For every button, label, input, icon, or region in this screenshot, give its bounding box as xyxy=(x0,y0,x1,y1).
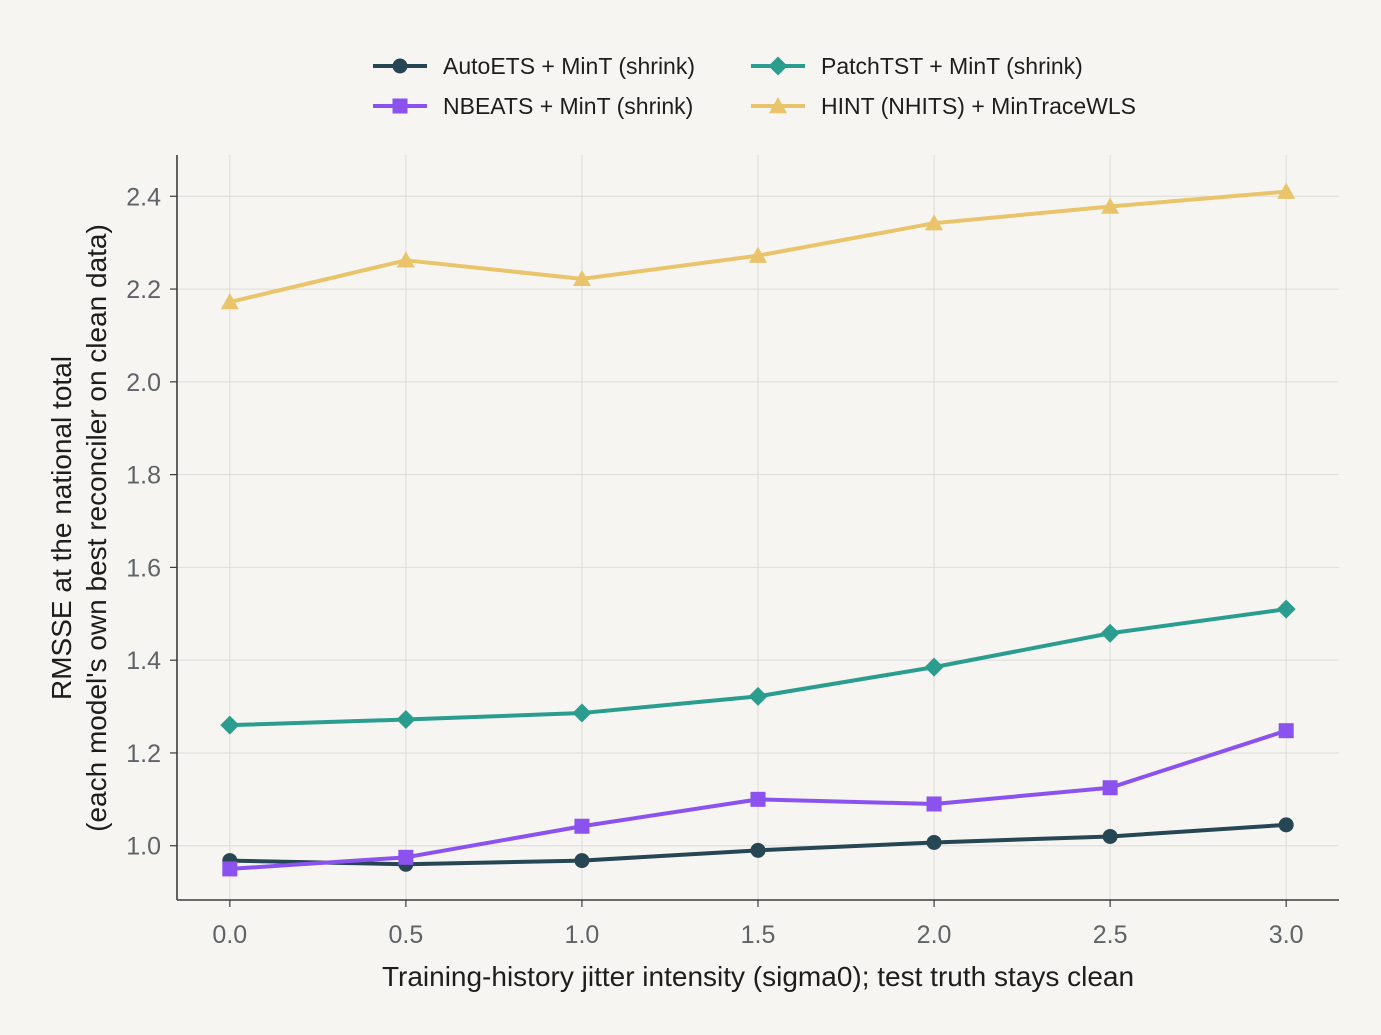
data-point xyxy=(926,796,942,812)
data-point xyxy=(926,834,942,850)
y-axis-title-line2: (each model's own best reconciler on cle… xyxy=(81,224,112,832)
x-tick-label: 1.5 xyxy=(741,921,776,949)
data-point xyxy=(750,791,766,807)
grid xyxy=(177,155,1339,900)
data-point xyxy=(222,861,238,877)
legend-marker xyxy=(392,98,408,114)
y-tick-label: 1.0 xyxy=(126,833,161,861)
data-point xyxy=(750,842,766,858)
data-point xyxy=(572,269,591,287)
legend-item: PatchTST + MinT (shrink) xyxy=(751,53,1083,79)
x-tick-label: 0.0 xyxy=(212,921,247,949)
data-point xyxy=(574,818,590,834)
data-point xyxy=(398,849,414,865)
legend-label: HINT (NHITS) + MinTraceWLS xyxy=(821,93,1136,119)
x-tick-label: 2.5 xyxy=(1093,921,1128,949)
data-point xyxy=(1102,780,1118,796)
data-point xyxy=(396,251,415,268)
legend-marker xyxy=(768,56,788,76)
data-point xyxy=(1276,599,1296,619)
x-axis-title: Training-history jitter intensity (sigma… xyxy=(382,961,1134,992)
series-2 xyxy=(220,599,1296,735)
data-point xyxy=(220,293,239,310)
x-tick-label: 3.0 xyxy=(1269,921,1304,949)
data-point xyxy=(1102,828,1118,844)
series xyxy=(220,182,1296,877)
legend: AutoETS + MinT (shrink) NBEATS + MinT (sh… xyxy=(373,53,1136,119)
data-point xyxy=(924,657,944,677)
legend-marker xyxy=(769,97,787,114)
x-tick-label: 2.0 xyxy=(917,921,952,949)
tick-labels: 0.0 0.5 1.0 1.5 2.0 2.5 3.0 1.0 1.2 1.4 1.6 1.8 2.0 2… xyxy=(126,183,1303,949)
x-tick-label: 1.0 xyxy=(565,921,600,949)
data-point xyxy=(1277,182,1296,199)
data-point xyxy=(574,853,590,869)
y-tick-label: 2.4 xyxy=(126,183,161,211)
legend-marker xyxy=(392,58,408,74)
legend-item: AutoETS + MinT (shrink) xyxy=(373,53,695,79)
data-point xyxy=(925,214,944,231)
data-point xyxy=(1101,197,1120,214)
data-point xyxy=(396,710,416,730)
y-tick-label: 2.0 xyxy=(126,369,161,397)
y-tick-label: 2.2 xyxy=(126,276,161,304)
data-point xyxy=(220,715,240,735)
legend-label: PatchTST + MinT (shrink) xyxy=(821,53,1083,79)
y-tick-label: 1.6 xyxy=(126,554,161,582)
data-point xyxy=(748,686,768,706)
legend-item: NBEATS + MinT (shrink) xyxy=(373,93,693,119)
data-point xyxy=(1100,623,1120,643)
data-point xyxy=(1278,723,1294,739)
series-3 xyxy=(220,182,1296,310)
data-point xyxy=(1278,817,1294,833)
legend-label: AutoETS + MinT (shrink) xyxy=(443,53,695,79)
legend-item: HINT (NHITS) + MinTraceWLS xyxy=(751,93,1136,119)
y-tick-label: 1.8 xyxy=(126,462,161,490)
data-point xyxy=(749,246,767,263)
legend-label: NBEATS + MinT (shrink) xyxy=(443,93,693,119)
y-tick-label: 1.2 xyxy=(126,740,161,768)
series-1 xyxy=(222,723,1294,877)
y-tick-label: 1.4 xyxy=(126,647,161,675)
x-tick-label: 0.5 xyxy=(388,921,423,949)
data-point xyxy=(572,703,592,723)
y-axis-title-line1: RMSSE at the national total xyxy=(46,356,77,700)
